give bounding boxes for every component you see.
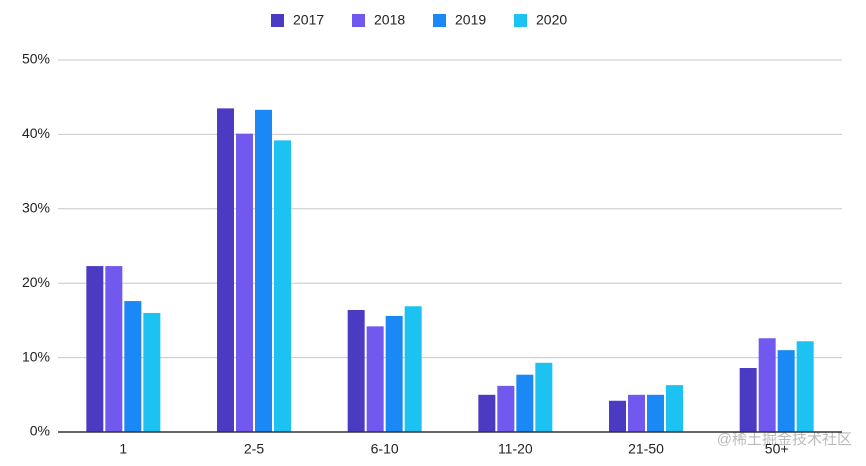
legend-label: 2019 [455,12,486,28]
bar [366,326,384,432]
legend-label: 2020 [536,12,567,28]
bar [86,266,104,432]
bar [535,362,553,432]
bar [647,394,664,432]
x-tick-label: 2-5 [244,441,264,457]
x-tick-label: 6-10 [371,441,399,457]
bar [478,394,496,432]
bar [516,374,534,432]
bar [143,312,161,432]
bar [255,109,272,433]
y-tick-label: 30% [22,200,50,216]
x-tick-label: 1 [119,441,127,457]
bar [666,385,683,432]
bar [217,108,234,433]
bar [274,140,291,433]
x-tick-label: 11-20 [498,441,533,457]
y-tick-label: 0% [30,423,50,439]
bar [739,368,757,432]
x-tick-label: 50+ [765,441,789,457]
bar [796,341,814,432]
bar [628,394,645,432]
legend-swatch [433,14,446,27]
x-tick-label: 21-50 [628,441,664,457]
bar [347,309,365,432]
bar [236,133,253,432]
bar [609,400,626,432]
watermark: @稀土掘金技术社区 [717,431,852,448]
bar [497,385,515,432]
legend-label: 2017 [293,12,324,28]
legend-label: 2018 [374,12,405,28]
bar [404,306,422,432]
bar [124,301,142,432]
legend-swatch [271,14,284,27]
y-tick-label: 20% [22,274,50,290]
bar [777,350,795,432]
y-tick-label: 10% [22,348,50,364]
legend-swatch [352,14,365,27]
y-tick-label: 50% [22,51,50,67]
legend-swatch [514,14,527,27]
bar [385,315,403,432]
y-tick-label: 40% [22,125,50,141]
bar [758,338,776,432]
bar [105,266,123,432]
